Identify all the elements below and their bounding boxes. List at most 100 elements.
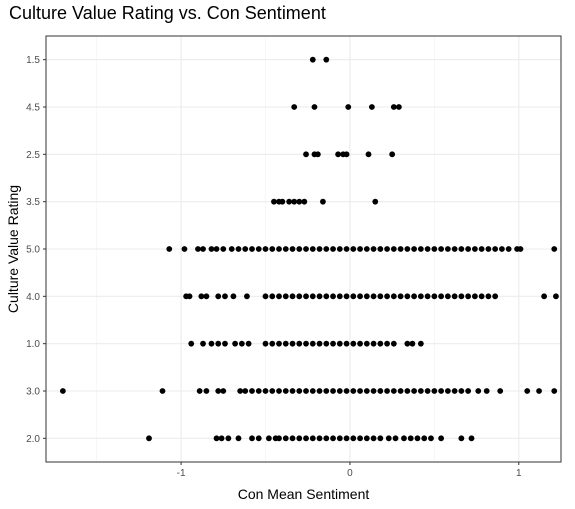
data-point: [389, 151, 395, 157]
data-point: [204, 293, 210, 299]
data-point: [276, 435, 282, 441]
data-point: [425, 388, 431, 394]
data-point: [323, 435, 329, 441]
data-point: [337, 388, 343, 394]
data-point: [366, 151, 372, 157]
data-point: [364, 341, 370, 347]
data-point: [198, 293, 204, 299]
data-point: [398, 246, 404, 252]
data-point: [222, 293, 228, 299]
data-point: [377, 293, 383, 299]
data-point: [246, 341, 252, 347]
data-point: [492, 246, 498, 252]
data-point: [283, 246, 289, 252]
data-point: [310, 435, 316, 441]
y-tick-label: 5.0: [26, 245, 40, 256]
data-point: [279, 199, 285, 205]
data-point: [231, 293, 237, 299]
data-point: [276, 293, 282, 299]
data-point: [344, 388, 350, 394]
data-point: [364, 435, 370, 441]
data-point: [350, 388, 356, 394]
data-point: [438, 388, 444, 394]
data-point: [296, 293, 302, 299]
data-point: [215, 293, 221, 299]
data-point: [404, 246, 410, 252]
y-tick-label: 4.0: [26, 292, 40, 303]
data-point: [541, 293, 547, 299]
data-point: [465, 388, 471, 394]
data-point: [408, 435, 414, 441]
data-point: [330, 341, 336, 347]
data-point: [187, 293, 193, 299]
data-point: [350, 246, 356, 252]
data-point: [323, 57, 329, 63]
data-point: [276, 246, 282, 252]
data-point: [239, 341, 245, 347]
data-point: [276, 341, 282, 347]
data-point: [323, 293, 329, 299]
data-point: [384, 293, 390, 299]
data-point: [303, 388, 309, 394]
data-point: [431, 388, 437, 394]
data-point: [357, 293, 363, 299]
data-point: [195, 246, 201, 252]
data-point: [283, 388, 289, 394]
data-point: [391, 104, 397, 110]
data-point: [411, 293, 417, 299]
data-point: [377, 246, 383, 252]
data-point: [220, 388, 226, 394]
data-point: [553, 293, 559, 299]
data-point: [303, 435, 309, 441]
data-point: [431, 246, 437, 252]
data-point: [209, 341, 215, 347]
y-axis-title: Culture Value Rating: [5, 185, 21, 313]
data-point: [485, 246, 491, 252]
data-point: [411, 388, 417, 394]
data-point: [337, 293, 343, 299]
data-point: [438, 435, 444, 441]
data-point: [418, 293, 424, 299]
data-point: [465, 246, 471, 252]
data-point: [391, 246, 397, 252]
data-point: [160, 388, 166, 394]
data-point: [296, 435, 302, 441]
data-point: [350, 293, 356, 299]
data-point: [369, 104, 375, 110]
data-point: [425, 246, 431, 252]
data-point: [371, 388, 377, 394]
data-point: [237, 388, 243, 394]
x-tick-label: 0: [347, 468, 353, 479]
data-point: [291, 199, 297, 205]
data-point: [391, 341, 397, 347]
data-point: [296, 246, 302, 252]
data-point: [323, 341, 329, 347]
data-point: [458, 388, 464, 394]
data-point: [410, 341, 416, 347]
data-point: [337, 246, 343, 252]
data-point: [398, 388, 404, 394]
data-point: [384, 246, 390, 252]
y-tick-label: 1.5: [26, 55, 40, 66]
data-point: [232, 341, 238, 347]
data-point: [60, 388, 66, 394]
data-point: [220, 246, 226, 252]
data-point: [315, 151, 321, 157]
data-point: [484, 388, 490, 394]
data-point: [296, 341, 302, 347]
data-point: [499, 246, 505, 252]
data-point: [296, 388, 302, 394]
data-point: [256, 435, 262, 441]
data-point: [472, 246, 478, 252]
data-point: [290, 341, 296, 347]
y-tick-label: 3.0: [26, 387, 40, 398]
data-point: [404, 341, 410, 347]
data-point: [320, 199, 326, 205]
data-point: [536, 388, 542, 394]
data-point: [303, 293, 309, 299]
data-point: [425, 293, 431, 299]
data-point: [357, 246, 363, 252]
data-point: [344, 435, 350, 441]
data-point: [290, 246, 296, 252]
